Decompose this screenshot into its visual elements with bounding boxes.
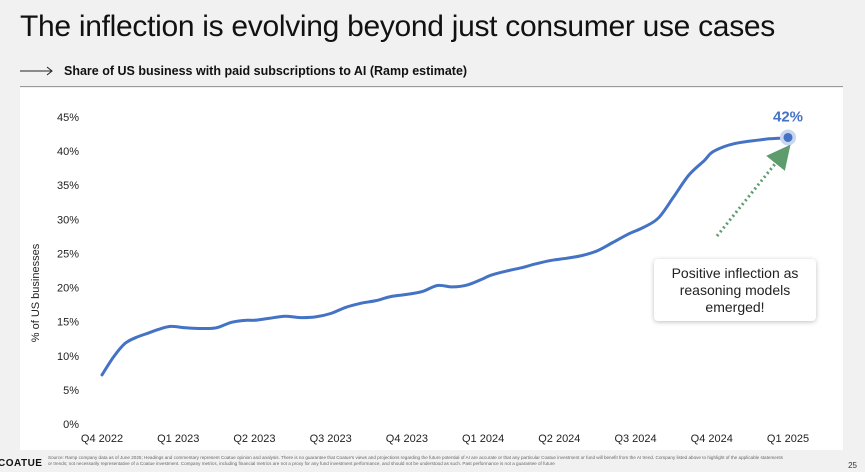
x-tick-label: Q3 2024 xyxy=(614,433,656,445)
end-point xyxy=(783,132,793,142)
y-tick-label: 40% xyxy=(57,146,79,158)
x-tick-label: Q2 2024 xyxy=(538,433,580,445)
y-tick-label: 5% xyxy=(63,385,79,397)
y-tick-label: 20% xyxy=(57,283,79,295)
x-tick-label: Q4 2022 xyxy=(81,433,123,445)
end-value-label: 42% xyxy=(773,108,803,125)
page-number: 25 xyxy=(848,461,857,470)
x-tick-label: Q2 2023 xyxy=(233,433,275,445)
chart-panel: 0% 5% 10% 15% 20% 25% 30% 35% 40% 45% Q4 2022 Q1 2… xyxy=(20,88,843,450)
divider xyxy=(20,86,843,87)
y-axis-label: % of US businesses xyxy=(30,243,42,342)
x-tick-label: Q4 2024 xyxy=(691,433,733,445)
source-footnote: Source: Ramp company data as of June 202… xyxy=(48,455,783,466)
arrow-right-icon xyxy=(20,66,53,76)
x-tick-label: Q1 2024 xyxy=(462,433,504,445)
subtitle-row: Share of US business with paid subscript… xyxy=(20,64,467,78)
y-tick-label: 30% xyxy=(57,214,79,226)
y-tick-label: 0% xyxy=(63,419,79,431)
x-tick-label: Q1 2023 xyxy=(157,433,199,445)
y-tick-label: 25% xyxy=(57,248,79,260)
y-tick-label: 35% xyxy=(57,180,79,192)
trend-arrow xyxy=(715,144,791,237)
y-tick-label: 45% xyxy=(57,112,79,124)
brand-logo: COATUE xyxy=(0,458,43,469)
series-line xyxy=(100,136,790,377)
slide-title: The inflection is evolving beyond just c… xyxy=(20,10,775,43)
line-chart: 0% 5% 10% 15% 20% 25% 30% 35% 40% 45% Q4 2022 Q1 2… xyxy=(30,108,809,445)
y-tick-label: 10% xyxy=(57,351,79,363)
x-tick-label: Q4 2023 xyxy=(386,433,428,445)
x-tick-label: Q3 2023 xyxy=(310,433,352,445)
chart-subtitle: Share of US business with paid subscript… xyxy=(64,64,468,78)
y-tick-label: 15% xyxy=(57,317,79,329)
x-tick-label: Q1 2025 xyxy=(767,433,809,445)
annotation-callout: Positive inflection as reasoning models … xyxy=(654,259,816,321)
